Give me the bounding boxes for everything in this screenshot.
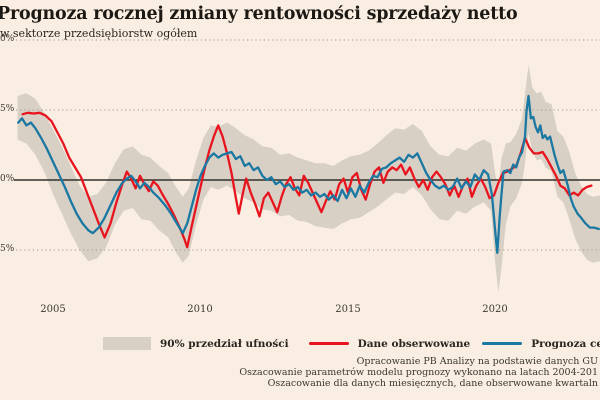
x-axis-label-2015: 2015 — [335, 304, 361, 315]
forecast-line — [17, 94, 600, 254]
y-axis-label-0: 0% — [0, 174, 15, 184]
footnote-line: Opracowanie PB Analizy na podstawie dany… — [356, 356, 598, 367]
footnote-line: Oszacowanie dla danych miesięcznych, dan… — [267, 378, 598, 389]
y-axis-label-neg5: 5% — [0, 244, 15, 254]
source-footnotes: Opracowanie PB Analizy na podstawie dany… — [239, 356, 598, 389]
confidence-band — [17, 65, 600, 292]
observed-line — [21, 111, 593, 249]
legend-forecast-label: Prognoza centralna — [531, 337, 600, 350]
y-axis-label-5: 5% — [0, 104, 15, 114]
page-title: Prognoza rocznej zmiany rentowności sprz… — [0, 4, 518, 24]
x-axis-label-2005: 2005 — [40, 304, 66, 315]
legend-band-swatch — [103, 337, 151, 350]
x-axis-label-2020: 2020 — [482, 304, 508, 315]
x-axis-label-2010: 2010 — [187, 304, 213, 315]
y-axis-label-10: 0% — [0, 34, 15, 44]
footnote-line: Oszacowanie parametrów modelu prognozy w… — [239, 367, 598, 378]
legend-forecast-swatch — [482, 342, 523, 345]
legend-observed-label: Dane obserwowane — [357, 337, 471, 350]
legend-band-label: 90% przedział ufności — [160, 337, 289, 350]
legend-observed-swatch — [308, 342, 349, 345]
page-subtitle: w sektorze przedsiębiorstw ogółem — [0, 27, 198, 40]
chart-legend: 90% przedział ufności Dane obserwowane P… — [103, 337, 600, 350]
